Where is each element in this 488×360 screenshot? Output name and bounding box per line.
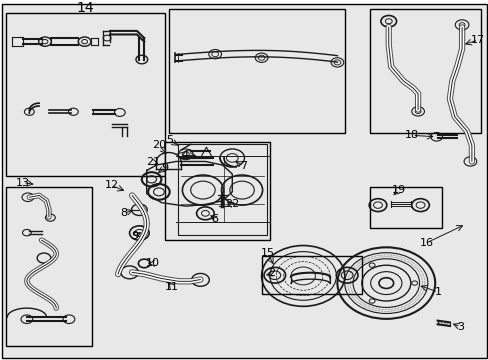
Bar bbox=[165, 142, 270, 240]
Bar bbox=[369, 186, 441, 228]
Text: 3: 3 bbox=[456, 322, 463, 332]
Text: 22: 22 bbox=[224, 199, 239, 210]
Text: 18: 18 bbox=[405, 130, 418, 140]
Text: 1: 1 bbox=[434, 287, 441, 297]
Text: 8: 8 bbox=[120, 208, 127, 218]
Text: 9: 9 bbox=[131, 230, 138, 240]
Text: 11: 11 bbox=[165, 282, 179, 292]
Text: 21: 21 bbox=[146, 157, 160, 167]
Text: 15: 15 bbox=[261, 248, 274, 258]
Text: 20: 20 bbox=[152, 140, 165, 150]
Text: 19: 19 bbox=[391, 185, 405, 195]
Text: 4: 4 bbox=[181, 150, 188, 160]
Text: 16: 16 bbox=[419, 238, 433, 248]
Text: 14: 14 bbox=[77, 1, 94, 15]
Text: 12: 12 bbox=[104, 180, 118, 190]
Text: 6: 6 bbox=[211, 214, 218, 224]
Text: 7: 7 bbox=[240, 161, 246, 171]
Bar bbox=[261, 256, 361, 294]
Bar bbox=[168, 9, 344, 133]
Text: 2: 2 bbox=[268, 269, 275, 278]
Bar bbox=[369, 9, 480, 133]
Text: 10: 10 bbox=[145, 258, 159, 269]
Text: 9: 9 bbox=[162, 163, 168, 172]
Bar bbox=[6, 186, 92, 346]
Text: 5: 5 bbox=[166, 135, 173, 145]
Text: 13: 13 bbox=[16, 177, 30, 188]
Text: 17: 17 bbox=[470, 35, 484, 45]
Bar bbox=[6, 13, 165, 176]
